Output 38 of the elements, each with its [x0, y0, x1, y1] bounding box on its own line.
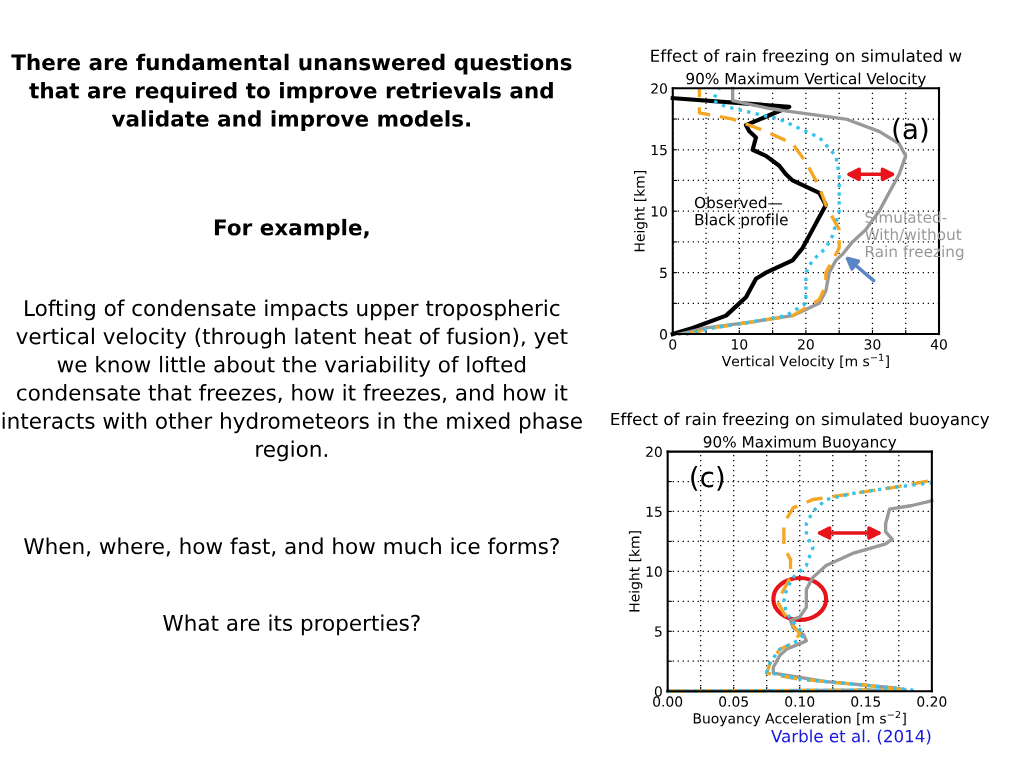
text: Varble et al. (2014) — [771, 729, 931, 745]
text: For example, — [214, 218, 369, 240]
x-tick-label: 0.10 — [785, 696, 815, 707]
text: What are its properties? — [163, 614, 420, 636]
annotation: (a) — [893, 117, 928, 143]
y-axis-title: Height [km] — [628, 531, 643, 612]
x-tick-label: 0.20 — [917, 696, 947, 707]
y-tick-label: 20 — [646, 446, 662, 458]
x-tick-label: 40 — [930, 339, 947, 350]
x-tick-label: 0.15 — [851, 696, 881, 707]
y-tick-label: 10 — [646, 566, 662, 577]
annotation: Observed— Black profile — [694, 196, 788, 229]
annotation: (c) — [691, 465, 724, 491]
y-tick-label: 20 — [651, 83, 667, 94]
x-tick-label: 20 — [798, 339, 814, 350]
x-axis-title: Buoyancy Acceleration [m s$^{−2}$] — [693, 710, 906, 727]
y-tick-label: 0 — [659, 329, 667, 340]
y-tick-label: 15 — [651, 144, 667, 156]
y-axis-title: Height [km] — [634, 171, 648, 252]
text: Lofting of condensate impacts upper tropospheric vertical velocity (through latent heat of fusion), yet we know little about the variability of lofted condensate that freezes, how it freezes, and how it interacts with other hydrometeors in the mixed phase region. — [2, 299, 582, 462]
y-tick-label: 5 — [655, 626, 662, 637]
y-tick-label: 10 — [651, 206, 667, 217]
y-tick-label: 15 — [646, 506, 662, 517]
text: There are fundamental unanswered questions that are required to improve retrievals and validate and improve models. — [11, 53, 572, 131]
x-tick-label: 0 — [669, 339, 677, 350]
x-tick-label: 0.00 — [653, 696, 683, 707]
y-tick-label: 5 — [660, 267, 667, 279]
chart-title: Effect of rain freezing on simulated w — [651, 49, 962, 66]
chart-subtitle: 90% Maximum Buoyancy — [703, 435, 897, 451]
line-series — [684, 86, 841, 336]
y-tick-label: 0 — [654, 686, 662, 697]
x-tick-label: 10 — [732, 339, 748, 350]
chart-subtitle: 90% Maximum Vertical Velocity — [686, 72, 926, 88]
x-axis-title: Vertical Velocity [m s$^{−1}$] — [721, 353, 889, 370]
x-tick-label: 30 — [864, 339, 881, 350]
x-tick-label: 0.05 — [719, 696, 748, 707]
text: When, where, how fast, and how much ice forms? — [24, 537, 559, 557]
chart-title: Effect of rain freezing on simulated buoyancy — [611, 412, 990, 429]
